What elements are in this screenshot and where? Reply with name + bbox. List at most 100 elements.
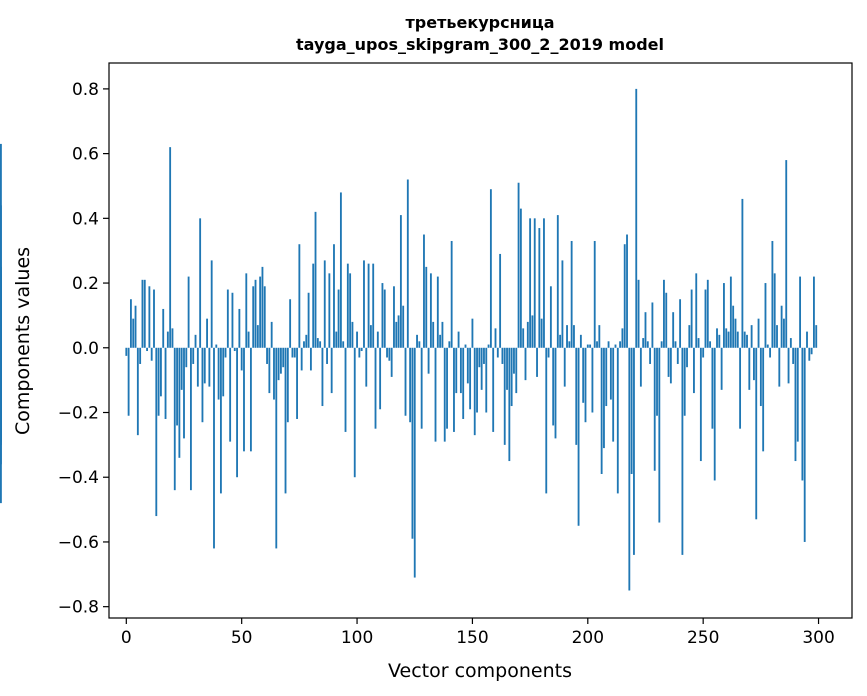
bar-194 [573, 325, 575, 348]
bar-126 [416, 334, 418, 348]
bar-186 [554, 347, 557, 439]
bar-55 [252, 286, 255, 348]
bar-234 [665, 292, 668, 348]
bar-103 [363, 260, 365, 348]
bar-82 [314, 211, 317, 348]
bar-180 [540, 318, 543, 348]
bar-66 [277, 347, 280, 381]
bar-64 [273, 347, 275, 400]
bar-286 [785, 160, 788, 348]
bars-group [0, 88, 818, 591]
bar-272 [753, 347, 755, 381]
bar-54 [249, 347, 252, 452]
bar-121 [404, 347, 407, 416]
bar-5 [136, 347, 139, 436]
y-axis-label: Components values [12, 247, 34, 435]
bar-299 [815, 325, 818, 348]
bar-216 [623, 244, 626, 348]
bar-261 [727, 331, 730, 348]
bar-16 [162, 308, 165, 348]
bar-159 [492, 347, 495, 432]
y-tick-label: −0.2 [58, 404, 99, 424]
bar-79 [307, 292, 310, 348]
bar-17 [164, 347, 167, 419]
bar-65 [275, 347, 278, 549]
bar-190 [563, 347, 566, 387]
bar-116 [393, 286, 395, 348]
bar-266 [739, 347, 742, 429]
bar-108 [374, 347, 377, 429]
y-tick-label: 0.6 [72, 145, 99, 165]
bar-59 [261, 266, 264, 348]
bar-269 [746, 334, 748, 348]
bar-213 [616, 347, 619, 494]
x-axis-label: Vector components [388, 660, 572, 682]
bar-228 [651, 302, 654, 348]
bar-25 [183, 347, 185, 439]
bar-3 [132, 318, 135, 348]
bar-139 [446, 347, 448, 429]
bar-49 [238, 308, 241, 348]
bar-280 [771, 240, 774, 348]
bar-4 [134, 305, 137, 348]
bar-202 [591, 347, 594, 413]
bar-155 [483, 347, 485, 364]
bar-187 [556, 215, 559, 348]
x-tick-label: 200 [572, 628, 604, 648]
bar-89 [330, 347, 333, 394]
x-axis: 0 50 100 150 200 250 300 [121, 618, 835, 648]
bar-243 [686, 347, 688, 368]
y-tick-label: 0.0 [72, 339, 99, 359]
bar-297 [810, 347, 813, 355]
bar-247 [695, 273, 698, 348]
bar-150 [471, 318, 474, 348]
bar-50 [240, 347, 243, 371]
bar-224 [642, 338, 645, 348]
bar-198 [582, 347, 585, 403]
bar-273 [755, 347, 758, 520]
bar-100 [356, 331, 358, 348]
bar-1 [127, 347, 130, 416]
bar-242 [683, 347, 686, 416]
bar-134 [434, 347, 437, 442]
x-tick-label: 100 [341, 628, 373, 648]
bar-91 [335, 331, 338, 348]
x-tick-label: 0 [121, 628, 132, 648]
bar-112 [383, 289, 386, 348]
bar-285 [783, 318, 785, 348]
bar-218 [628, 347, 631, 591]
bar-251 [704, 289, 707, 348]
bar-68 [282, 347, 285, 368]
bar-63 [270, 321, 273, 348]
bar-174 [526, 321, 529, 348]
bar-240 [679, 299, 682, 348]
bar-231 [658, 347, 661, 523]
bar-35 [206, 318, 208, 348]
bar-233 [663, 279, 665, 348]
bar-149 [469, 347, 472, 410]
x-tick-label: 150 [456, 628, 488, 648]
bar-2 [129, 299, 132, 348]
bar-204 [596, 341, 598, 348]
bar-99 [353, 347, 356, 478]
bar-278 [766, 344, 769, 348]
bar-284 [780, 305, 783, 348]
bar-212 [614, 344, 617, 348]
bar-27 [187, 276, 190, 348]
bar-43 [224, 347, 227, 358]
bar-197 [579, 334, 582, 348]
bar-128 [420, 347, 423, 429]
bar-145 [459, 347, 462, 394]
bar-177 [533, 218, 536, 348]
bar-39 [215, 344, 218, 348]
bar-275 [759, 347, 762, 407]
bar-164 [503, 347, 506, 445]
bar-214 [619, 341, 622, 348]
bar-72 [291, 347, 294, 358]
bar-191 [566, 325, 568, 348]
bar-24 [180, 347, 183, 390]
bar-13 [155, 347, 158, 517]
bar-undefined [0, 347, 2, 442]
bar-259 [723, 283, 725, 348]
